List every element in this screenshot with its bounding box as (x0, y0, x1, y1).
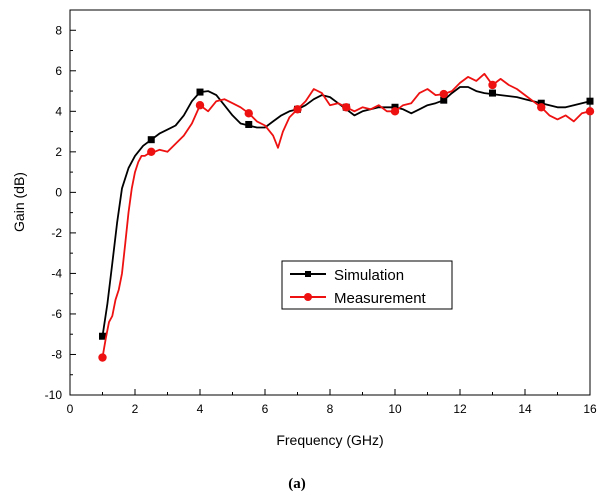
point-simulation (489, 89, 496, 97)
point-measurement (439, 89, 448, 99)
x-tick-label: 8 (327, 402, 334, 416)
point-measurement (244, 109, 253, 118)
y-tick-label: 0 (55, 185, 62, 199)
x-tick-label: 0 (67, 402, 74, 416)
legend: Simulation Measurement (281, 260, 453, 310)
figure-caption: (a) (288, 476, 306, 492)
y-axis-title: Gain (dB) (11, 172, 27, 232)
x-axis-title: Frequency (GHz) (276, 432, 383, 448)
axis-ticks: 0 2 4 6 8 10 12 14 16 -10 -8 -6 -4 -2 0 2 4 6 8 (45, 9, 597, 416)
legend-label-simulation: Simulation (334, 267, 404, 284)
legend-marker-measurement (304, 293, 312, 301)
x-tick-label: 14 (518, 402, 532, 416)
legend-marker-simulation (305, 271, 311, 277)
point-measurement (390, 107, 400, 116)
series-line-measurement (101, 72, 591, 358)
point-measurement (195, 101, 205, 110)
y-tick-label: -2 (51, 226, 62, 240)
point-measurement (147, 147, 156, 157)
plot-frame (69, 9, 591, 396)
point-measurement (585, 107, 595, 116)
point-measurement (488, 80, 497, 90)
point-simulation (147, 136, 155, 144)
y-tick-label: 2 (55, 145, 62, 159)
y-tick-label: 4 (55, 104, 62, 118)
x-tick-label: 6 (262, 402, 269, 416)
x-tick-label: 10 (388, 402, 402, 416)
point-simulation (245, 120, 253, 128)
series-group (98, 72, 595, 362)
y-tick-label: -10 (45, 388, 63, 402)
y-tick-label: -4 (51, 266, 62, 280)
point-measurement (537, 103, 546, 112)
x-tick-label: 12 (453, 402, 467, 416)
point-simulation (440, 96, 448, 104)
point-measurement (98, 353, 107, 362)
legend-label-measurement: Measurement (334, 290, 427, 307)
y-tick-label: 6 (55, 64, 62, 78)
x-tick-label: 4 (197, 402, 204, 416)
x-tick-label: 16 (583, 402, 597, 416)
legend-box (281, 260, 453, 310)
y-tick-label: -8 (51, 347, 62, 361)
x-tick-label: 2 (132, 402, 139, 416)
point-measurement (342, 103, 351, 112)
point-simulation (99, 332, 106, 340)
y-tick-label: -6 (51, 307, 62, 321)
point-simulation (196, 88, 204, 96)
point-measurement (293, 105, 302, 114)
point-simulation (586, 97, 594, 105)
y-tick-label: 8 (55, 23, 62, 37)
